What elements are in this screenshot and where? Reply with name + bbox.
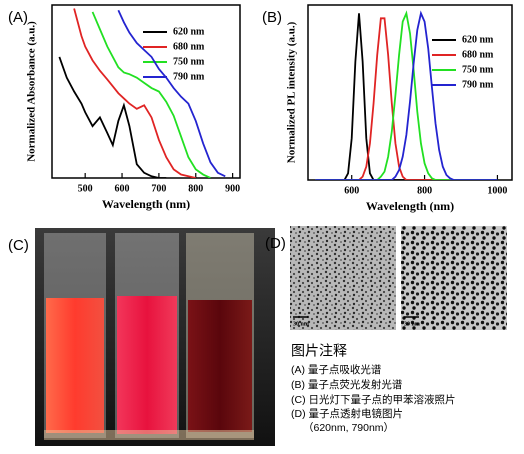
panel-label: (B) [262, 9, 282, 26]
scale-label: 30 nm [404, 321, 420, 327]
x-tick-label: 800 [417, 185, 432, 196]
x-tick-label: 900 [225, 183, 240, 194]
cuvette-liquid [117, 296, 177, 434]
data-line [117, 9, 226, 178]
scale-label: 30 nm [293, 321, 309, 327]
y-axis-label: Normalized PL intensity (a.u.) [286, 21, 298, 163]
photo [35, 228, 275, 446]
panel-label: (C) [8, 237, 29, 254]
y-axis-label: Normalized Absorbance (a.u.) [26, 21, 38, 162]
legend-label: 620 nm [462, 34, 494, 45]
cuvette-liquid [46, 298, 104, 433]
data-line [315, 10, 498, 180]
caption-item: (C) 日光灯下量子点的甲苯溶液照片 [291, 393, 456, 406]
caption-item: (A) 量子点吸收光谱 [291, 363, 382, 376]
legend-label: 620 nm [173, 26, 205, 37]
x-tick-label: 500 [78, 183, 93, 194]
tem-image [290, 226, 396, 330]
caption-item: (D) 量子点透射电镜图片 [291, 407, 403, 420]
data-line [73, 8, 196, 178]
legend-label: 790 nm [462, 79, 494, 90]
legend-label: 680 nm [462, 49, 494, 60]
plot-frame [51, 4, 241, 179]
legend-label: 790 nm [173, 71, 205, 82]
tem-image [401, 226, 507, 330]
data-line [91, 11, 211, 178]
x-tick-label: 600 [115, 183, 130, 194]
x-tick-label: 1000 [487, 185, 507, 196]
caption-item: （620nm, 790nm） [303, 422, 394, 434]
legend-label: 750 nm [462, 64, 494, 75]
data-line [58, 56, 167, 178]
data-line [315, 13, 498, 180]
panel-label: (A) [8, 9, 28, 26]
caption-item: (B) 量子点荧光发射光谱 [291, 378, 403, 391]
x-tick-label: 700 [151, 183, 166, 194]
data-line [315, 10, 498, 180]
caption-title: 图片注释 [291, 343, 347, 359]
x-tick-label: 600 [344, 185, 359, 196]
reflection [44, 430, 254, 440]
legend-label: 750 nm [173, 56, 205, 67]
x-tick-label: 800 [188, 183, 203, 194]
x-axis-label: Wavelength (nm) [102, 197, 190, 211]
legend-label: 680 nm [173, 41, 205, 52]
x-axis-label: Wavelength (nm) [366, 199, 454, 213]
cuvette-liquid [188, 300, 252, 432]
panel-label: (D) [265, 235, 286, 252]
